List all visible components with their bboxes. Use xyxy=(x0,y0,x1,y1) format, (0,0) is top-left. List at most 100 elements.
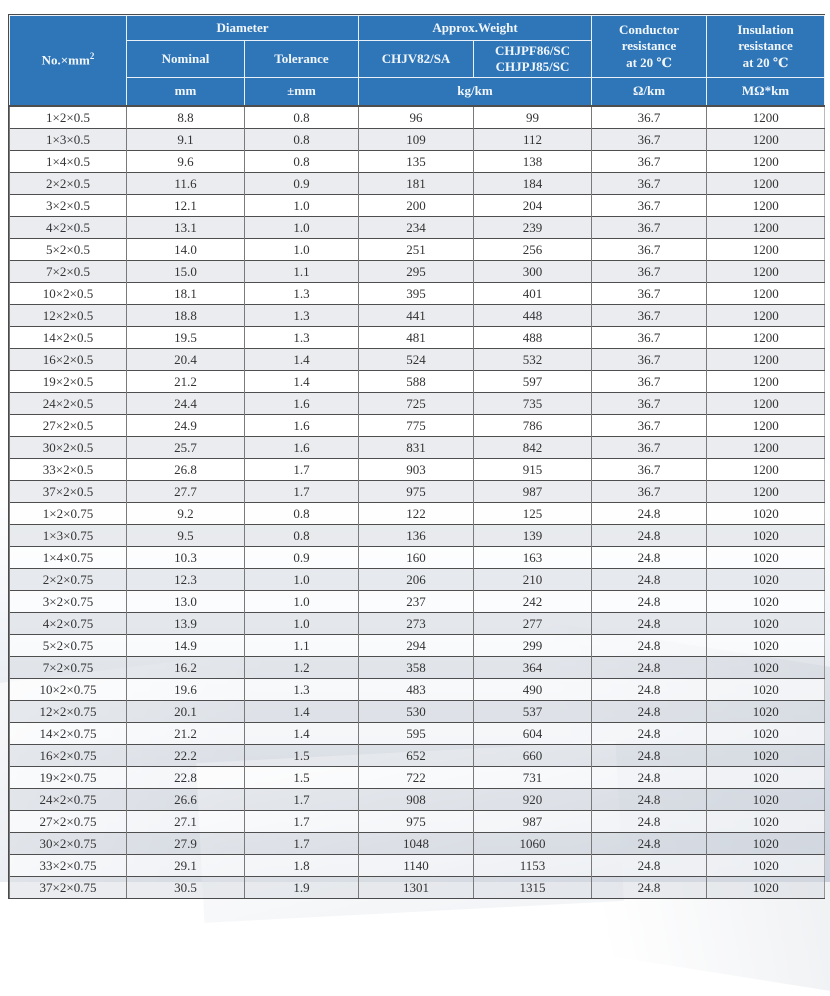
cell: 1.5 xyxy=(244,765,359,788)
table-row: 16×2×0.75 22.2 1.5 652 660 24.8 1020 xyxy=(9,743,825,766)
cell: 1200 xyxy=(706,479,825,502)
table-header: No.×mm2 Diameter Approx.Weight Conductor… xyxy=(9,15,826,106)
cell: 33×2×0.5 xyxy=(9,457,127,480)
cell: 1200 xyxy=(706,193,825,216)
cell: 2×2×0.5 xyxy=(9,171,127,194)
cell: 210 xyxy=(472,567,592,590)
cell: 13.9 xyxy=(126,611,245,634)
cell: 1.7 xyxy=(244,479,359,502)
cell: 1.4 xyxy=(244,369,359,392)
cell: 109 xyxy=(358,127,474,150)
table-row: 3×2×0.5 12.1 1.0 200 204 36.7 1200 xyxy=(9,193,825,216)
cell: 139 xyxy=(472,523,592,546)
header-chjv82-sa: CHJV82/SA xyxy=(358,40,474,78)
cell: 163 xyxy=(472,545,592,568)
cell: 36.7 xyxy=(591,369,707,392)
cell: 136 xyxy=(358,523,474,546)
table-row: 2×2×0.75 12.3 1.0 206 210 24.8 1020 xyxy=(9,567,825,590)
unit-ohm-km: Ω/km xyxy=(591,77,708,106)
cell: 0.8 xyxy=(244,104,359,128)
table-row: 33×2×0.75 29.1 1.8 1140 1153 24.8 1020 xyxy=(9,853,825,876)
cell: 920 xyxy=(472,787,592,810)
table-row: 27×2×0.75 27.1 1.7 975 987 24.8 1020 xyxy=(9,809,825,832)
cell: 1.0 xyxy=(244,215,359,238)
table-row: 37×2×0.5 27.7 1.7 975 987 36.7 1200 xyxy=(9,479,825,502)
cell: 20.1 xyxy=(126,699,245,722)
cell: 1×2×0.5 xyxy=(9,104,127,128)
cell: 24.8 xyxy=(591,853,707,876)
cell: 24.8 xyxy=(591,633,707,656)
cell: 364 xyxy=(472,655,592,678)
cell: 19.6 xyxy=(126,677,245,700)
table-row: 19×2×0.5 21.2 1.4 588 597 36.7 1200 xyxy=(9,369,825,392)
table-row: 4×2×0.5 13.1 1.0 234 239 36.7 1200 xyxy=(9,215,825,238)
cell: 256 xyxy=(472,237,592,260)
cell: 160 xyxy=(358,545,474,568)
cell: 24.8 xyxy=(591,787,707,810)
cell: 10×2×0.5 xyxy=(9,281,127,304)
header-insulation-resistance: Insulation resistance at 20 ℃ xyxy=(706,15,826,78)
table-row: 24×2×0.75 26.6 1.7 908 920 24.8 1020 xyxy=(9,787,825,810)
cell: 1200 xyxy=(706,413,825,436)
cell: 1.5 xyxy=(244,743,359,766)
cell: 21.2 xyxy=(126,721,245,744)
cell: 0.9 xyxy=(244,171,359,194)
cell: 4×2×0.5 xyxy=(9,215,127,238)
cell: 200 xyxy=(358,193,474,216)
cell: 722 xyxy=(358,765,474,788)
cell: 204 xyxy=(472,193,592,216)
cell: 36.7 xyxy=(591,413,707,436)
header-nominal: Nominal xyxy=(126,40,245,78)
cell: 14.0 xyxy=(126,237,245,260)
table-row: 5×2×0.75 14.9 1.1 294 299 24.8 1020 xyxy=(9,633,825,656)
cell: 36.7 xyxy=(591,149,707,172)
table-row: 12×2×0.5 18.8 1.3 441 448 36.7 1200 xyxy=(9,303,825,326)
cell: 26.6 xyxy=(126,787,245,810)
cell: 532 xyxy=(472,347,592,370)
cell: 9.1 xyxy=(126,127,245,150)
cell: 1.9 xyxy=(244,875,359,898)
cell: 1020 xyxy=(706,545,825,568)
cell: 588 xyxy=(358,369,474,392)
cell: 19×2×0.5 xyxy=(9,369,127,392)
cell: 24.8 xyxy=(591,611,707,634)
cell: 125 xyxy=(472,501,592,524)
cell: 1200 xyxy=(706,171,825,194)
cell: 1200 xyxy=(706,104,825,128)
cell: 1×2×0.75 xyxy=(9,501,127,524)
cell: 36.7 xyxy=(591,171,707,194)
cell: 9.2 xyxy=(126,501,245,524)
cell: 1200 xyxy=(706,303,825,326)
table-row: 30×2×0.75 27.9 1.7 1048 1060 24.8 1020 xyxy=(9,831,825,854)
cell: 12.3 xyxy=(126,567,245,590)
cell: 19×2×0.75 xyxy=(9,765,127,788)
table-row: 4×2×0.75 13.9 1.0 273 277 24.8 1020 xyxy=(9,611,825,634)
cell: 16×2×0.75 xyxy=(9,743,127,766)
cell: 987 xyxy=(472,809,592,832)
cell: 299 xyxy=(472,633,592,656)
cell: 1.8 xyxy=(244,853,359,876)
cell: 27.7 xyxy=(126,479,245,502)
cell: 24.8 xyxy=(591,567,707,590)
cell: 37×2×0.75 xyxy=(9,875,127,898)
cell: 135 xyxy=(358,149,474,172)
cell: 24.8 xyxy=(591,743,707,766)
cell: 987 xyxy=(472,479,592,502)
cell: 36.7 xyxy=(591,237,707,260)
cell: 358 xyxy=(358,655,474,678)
table-row: 10×2×0.75 19.6 1.3 483 490 24.8 1020 xyxy=(9,677,825,700)
cell: 24.9 xyxy=(126,413,245,436)
cell: 1×4×0.5 xyxy=(9,149,127,172)
table-row: 14×2×0.75 21.2 1.4 595 604 24.8 1020 xyxy=(9,721,825,744)
cell: 27.1 xyxy=(126,809,245,832)
table-row: 3×2×0.75 13.0 1.0 237 242 24.8 1020 xyxy=(9,589,825,612)
spec-table-container: No.×mm2 Diameter Approx.Weight Conductor… xyxy=(8,14,826,899)
cell: 0.8 xyxy=(244,127,359,150)
cell: 1020 xyxy=(706,567,825,590)
cell: 294 xyxy=(358,633,474,656)
cell: 184 xyxy=(472,171,592,194)
cell: 915 xyxy=(472,457,592,480)
cell: 10×2×0.75 xyxy=(9,677,127,700)
cell: 0.8 xyxy=(244,149,359,172)
cell: 975 xyxy=(358,809,474,832)
